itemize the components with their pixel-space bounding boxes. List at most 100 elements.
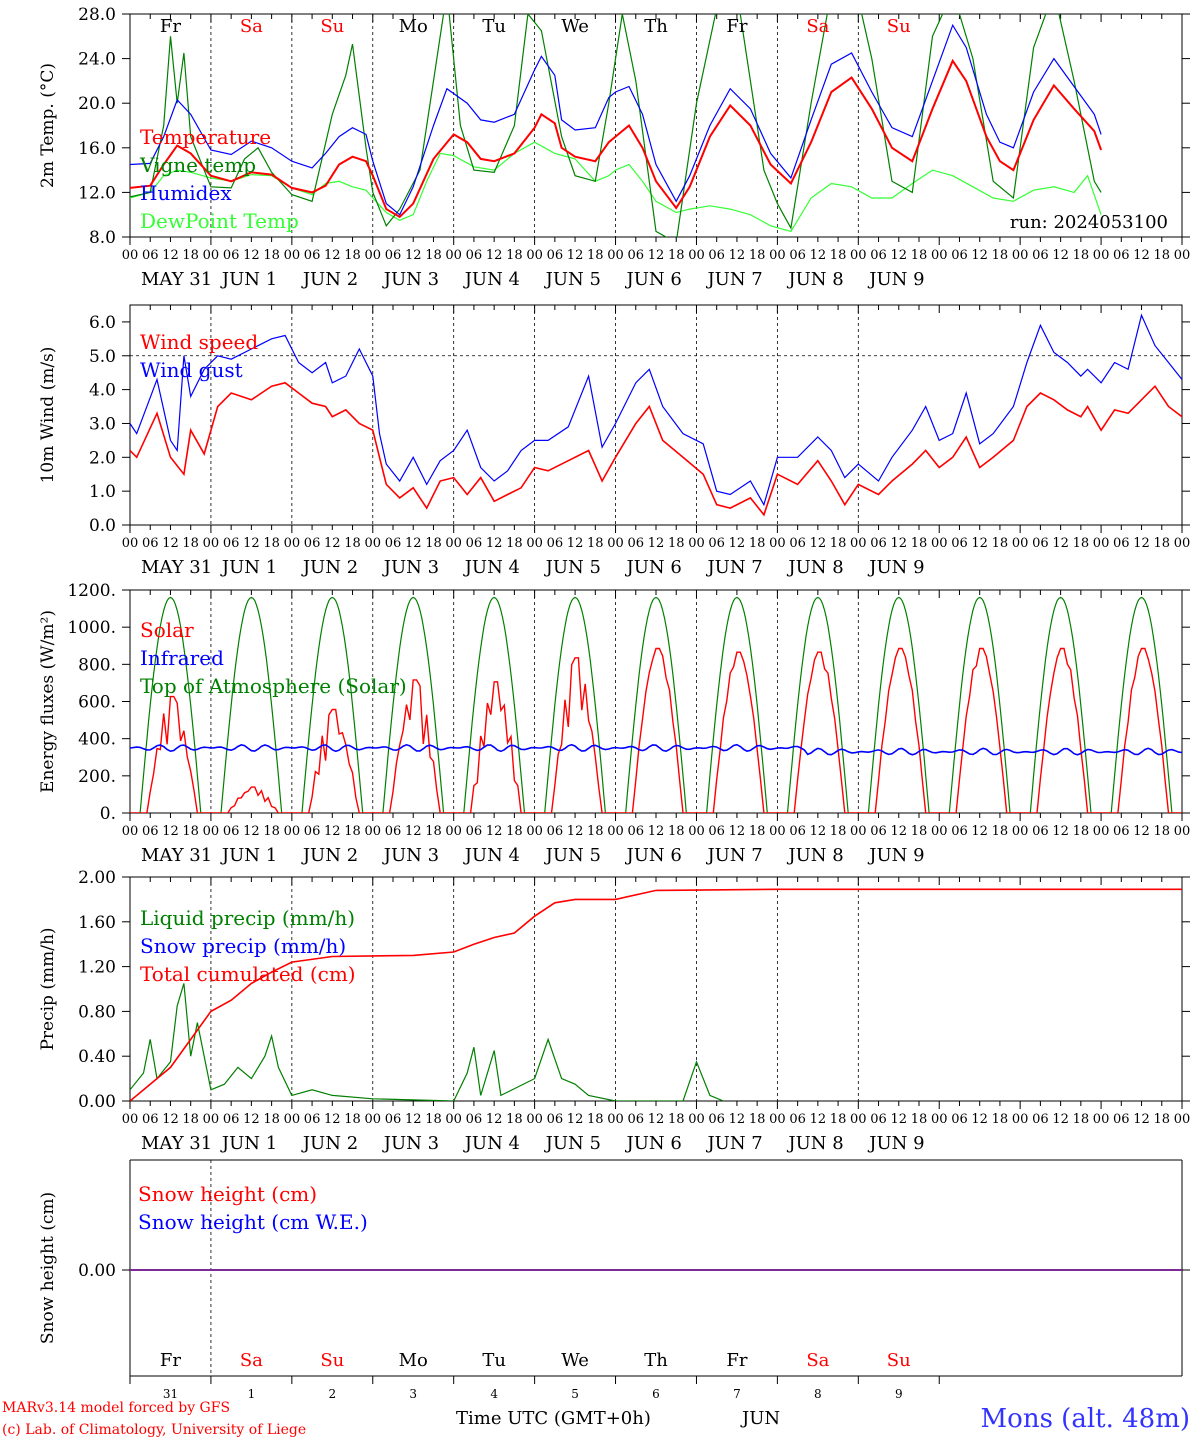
day-number: 5 [571, 1387, 579, 1401]
date-label: JUN 3 [382, 269, 439, 290]
legend-entry: Solar [140, 618, 194, 642]
x-tick-label: 00 [364, 824, 381, 839]
y-tick-label: 1000. [67, 618, 116, 638]
x-tick-label: 06 [1032, 1112, 1049, 1127]
date-label: JUN 5 [544, 845, 601, 866]
x-tick-label: 18 [425, 824, 442, 839]
x-axis-title: Time UTC (GMT+0h) [456, 1408, 651, 1429]
date-label: JUN 5 [544, 557, 601, 578]
y-tick-label: 800. [78, 655, 116, 675]
x-tick-label: 18 [263, 248, 280, 263]
x-tick-label: 12 [162, 1112, 179, 1127]
weekday-label: We [561, 1350, 589, 1371]
x-tick-label: 06 [870, 536, 887, 551]
x-tick-label: 06 [1113, 1112, 1130, 1127]
x-tick-label: 00 [203, 536, 220, 551]
x-tick-label: 00 [850, 248, 867, 263]
x-tick-label: 18 [1153, 248, 1170, 263]
x-tick-label: 00 [931, 248, 948, 263]
x-tick-label: 12 [1133, 536, 1150, 551]
snow-panel: 0.00 Snow height (cm) Snow height (cm) Snow… [38, 1159, 1190, 1401]
x-tick-label: 18 [668, 248, 685, 263]
y-axis-label: Snow height (cm) [38, 1192, 58, 1344]
y-tick-label: 24.0 [78, 50, 116, 70]
weekday-label: We [561, 16, 589, 37]
x-tick-label: 12 [243, 824, 260, 839]
x-tick-label: 12 [486, 536, 503, 551]
x-tick-label: 00 [1012, 824, 1029, 839]
date-label: JUN 2 [301, 1133, 358, 1154]
x-tick-label: 18 [830, 248, 847, 263]
x-tick-label: 18 [911, 248, 928, 263]
x-axis-month: JUN [740, 1408, 780, 1429]
y-axis-label: 2m Temp. (°C) [38, 63, 58, 188]
x-tick-label: 06 [142, 536, 159, 551]
x-tick-label: 12 [810, 536, 827, 551]
y-tick-label: 8.0 [89, 228, 116, 248]
x-tick-label: 00 [607, 536, 624, 551]
legend-entry: Humidex [140, 181, 232, 205]
x-tick-label: 00 [526, 536, 543, 551]
day-number: 6 [652, 1387, 660, 1401]
temperature-panel: 8.012.016.020.024.028.02m Temp. (°C)00 06… [38, 5, 1191, 290]
x-tick-label: 12 [486, 1112, 503, 1127]
x-tick-label: 18 [992, 536, 1009, 551]
day-number: 9 [895, 1387, 903, 1401]
x-tick-label: 12 [243, 248, 260, 263]
x-tick-label: 12 [890, 536, 907, 551]
x-tick-label: 00 [364, 536, 381, 551]
x-tick-label: 18 [749, 248, 766, 263]
x-tick-label: 00 [769, 1112, 786, 1127]
x-tick-label: 00 [1174, 248, 1191, 263]
y-tick-label: 20.0 [78, 94, 116, 114]
x-tick-label: 12 [729, 248, 746, 263]
x-tick-label: 12 [243, 1112, 260, 1127]
x-tick-label: 00 [1093, 1112, 1110, 1127]
x-tick-label: 18 [992, 1112, 1009, 1127]
legend-entry: Temperature [140, 125, 271, 149]
x-tick-label: 06 [1113, 248, 1130, 263]
date-label: JUN 7 [705, 1133, 762, 1154]
date-label: JUN 6 [625, 845, 682, 866]
x-tick-label: 00 [284, 824, 301, 839]
date-label: JUN 3 [382, 1133, 439, 1154]
x-tick-label: 12 [486, 824, 503, 839]
x-tick-label: 00 [122, 824, 139, 839]
y-tick-label: 16.0 [78, 139, 116, 159]
x-tick-label: 12 [890, 824, 907, 839]
x-tick-label: 12 [567, 248, 584, 263]
legend-entry: Snow height (cm W.E.) [138, 1210, 368, 1234]
series-line-1 [130, 14, 1102, 237]
weekday-label: Th [644, 16, 668, 37]
legend-entry: Infrared [140, 646, 224, 670]
y-axis-label: Energy fluxes (W/m²) [38, 610, 58, 793]
y-tick-label: 0. [100, 804, 116, 824]
x-tick-label: 18 [1073, 248, 1090, 263]
day-number: 1 [248, 1387, 256, 1401]
date-label: JUN 6 [625, 557, 682, 578]
date-label: JUN 1 [220, 557, 277, 578]
x-tick-label: 06 [223, 536, 240, 551]
day-number: 3 [409, 1387, 417, 1401]
legend-entry: Snow precip (mm/h) [140, 934, 346, 958]
x-tick-label: 18 [587, 824, 604, 839]
x-tick-label: 18 [668, 1112, 685, 1127]
legend-entry: Vigne temp [139, 153, 256, 177]
x-tick-label: 12 [810, 1112, 827, 1127]
x-tick-label: 00 [1093, 824, 1110, 839]
x-tick-label: 00 [122, 248, 139, 263]
x-tick-label: 00 [445, 824, 462, 839]
x-tick-label: 12 [729, 1112, 746, 1127]
station-title: Mons (alt. 48m) [981, 1404, 1190, 1434]
series-line-speed [130, 381, 1182, 517]
series-line-liquid [130, 983, 724, 1101]
x-tick-label: 06 [547, 536, 564, 551]
x-tick-label: 12 [1052, 536, 1069, 551]
x-tick-label: 12 [971, 248, 988, 263]
y-tick-label: 0.00 [78, 1261, 116, 1281]
x-tick-label: 18 [587, 536, 604, 551]
date-label: JUN 4 [463, 269, 520, 290]
x-tick-label: 18 [1153, 824, 1170, 839]
x-tick-label: 18 [749, 536, 766, 551]
